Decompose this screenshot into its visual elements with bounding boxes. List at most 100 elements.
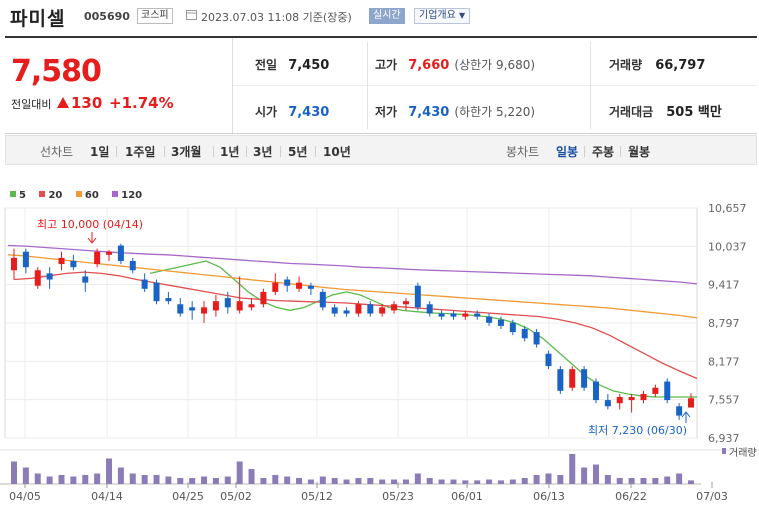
period-divider	[584, 146, 585, 157]
stock-name: 파미셀	[10, 8, 66, 30]
low-arrow-head	[681, 411, 691, 418]
header-bar: 파미셀 005690 코스피 2023.07.03 11:08 기준(장중) 실…	[0, 0, 759, 34]
volume-bar	[117, 467, 124, 484]
candle-body	[379, 307, 386, 314]
high-value: 7,660	[408, 58, 450, 73]
market-badge: 코스피	[137, 8, 173, 24]
candle-body	[82, 276, 89, 283]
volume-bar	[296, 478, 303, 484]
volume-bar	[82, 475, 89, 484]
period-5y-button[interactable]: 5년	[288, 145, 308, 159]
current-price: 7,580	[11, 54, 102, 89]
candle-body	[129, 260, 136, 271]
volume-bar	[664, 476, 671, 484]
volume-bar	[11, 461, 17, 484]
volume-bar	[177, 478, 184, 484]
candle-body	[224, 298, 231, 308]
low-value: 7,430	[408, 105, 450, 120]
candle-body	[391, 304, 398, 311]
prev-close-cell: 전일 7,450	[255, 54, 329, 73]
volume-legend-swatch	[722, 448, 726, 454]
chevron-down-icon: ▼	[459, 11, 466, 20]
quote-col-divider	[590, 42, 591, 129]
x-tick-label: 05/12	[301, 490, 333, 503]
quote-row-divider	[233, 85, 757, 86]
volume-bar	[379, 479, 386, 484]
period-1w-button[interactable]: 1주일	[125, 145, 156, 159]
legend-ma60: 60	[75, 190, 99, 201]
volume-bar	[462, 480, 469, 484]
candle-daily-button[interactable]: 일봉	[556, 145, 579, 159]
candle-body	[165, 298, 172, 302]
open-value: 7,430	[288, 105, 330, 120]
y-tick-label: 9,417	[708, 279, 740, 292]
annotations: 최고 10,000 (04/14) 최저 7,230 (06/30) 거래량	[37, 218, 757, 459]
candle-body	[189, 307, 196, 311]
volume-bar	[474, 480, 481, 484]
lower-limit: (하한가 5,220)	[454, 105, 536, 119]
y-tick-label: 10,037	[708, 240, 747, 253]
volume-bar	[307, 479, 314, 484]
period-divider	[280, 146, 281, 157]
volume-value: 66,797	[655, 58, 706, 73]
volume-bar	[94, 473, 101, 484]
volume-bar	[153, 475, 160, 484]
stock-code: 005690	[84, 10, 130, 23]
x-tick-label: 04/25	[172, 490, 204, 503]
volume-bar	[509, 479, 516, 484]
candle-monthly-button[interactable]: 월봉	[628, 145, 651, 159]
candle-body	[533, 332, 540, 345]
volume-bar	[212, 478, 219, 484]
volume-bar	[367, 478, 374, 484]
volume-bar	[331, 478, 338, 484]
candle-body	[592, 381, 599, 401]
candle-body	[652, 387, 659, 394]
candle-body	[260, 291, 267, 305]
volume-bar	[604, 475, 611, 484]
volume-bar	[438, 479, 445, 484]
change-rate: +1.74%	[109, 94, 174, 112]
volume-bar	[545, 473, 552, 484]
realtime-button[interactable]: 실시간	[369, 8, 405, 24]
candle-body	[212, 301, 219, 311]
candle-body	[462, 313, 469, 317]
period-10y-button[interactable]: 10년	[323, 145, 351, 159]
period-divider	[116, 146, 117, 157]
period-3m-button[interactable]: 3개월	[171, 145, 202, 159]
period-3y-button[interactable]: 3년	[253, 145, 273, 159]
volume-bar	[497, 480, 504, 484]
volume-bar	[426, 478, 433, 484]
period-divider	[315, 146, 316, 157]
volume-bar	[46, 476, 53, 484]
x-tick-label: 04/05	[9, 490, 41, 503]
volume-bar	[343, 479, 350, 484]
y-axis: 10,657 10,037 9,417 8,797 8,177 7,557 6,937	[708, 202, 747, 445]
candle-weekly-button[interactable]: 주봉	[592, 145, 615, 159]
company-overview-button[interactable]: 기업개요 ▼	[414, 8, 471, 24]
x-tick-label: 07/03	[696, 490, 728, 503]
high-cell: 고가 7,660 (상한가 9,680)	[375, 54, 535, 73]
candle-body	[284, 279, 291, 286]
candle-body	[438, 313, 445, 317]
stock-chart[interactable]: 10,657 10,037 9,417 8,797 8,177 7,557 6,937 04…	[0, 195, 759, 515]
volume-bar	[319, 476, 326, 484]
volume-bar	[129, 473, 136, 484]
volume-legend-label: 거래량	[729, 447, 757, 459]
upper-limit: (상한가 9,680)	[454, 58, 536, 72]
legend-ma20: 20	[39, 190, 62, 201]
candle-body	[509, 322, 516, 333]
candle-body	[628, 397, 635, 401]
amount-label: 거래대금	[609, 105, 654, 119]
candle-body	[604, 400, 611, 407]
low-cell: 저가 7,430 (하한가 5,220)	[375, 101, 535, 120]
volume-bar	[688, 480, 694, 484]
y-tick-label: 6,937	[708, 432, 740, 445]
period-1y-button[interactable]: 1년	[220, 145, 240, 159]
quote-col-divider	[367, 42, 368, 129]
period-1d-button[interactable]: 1일	[90, 145, 110, 159]
ma20-line	[13, 271, 698, 380]
x-tick-label: 05/02	[220, 490, 252, 503]
candle-body	[367, 304, 374, 314]
candle-body	[486, 316, 493, 323]
candle-body	[117, 245, 124, 261]
